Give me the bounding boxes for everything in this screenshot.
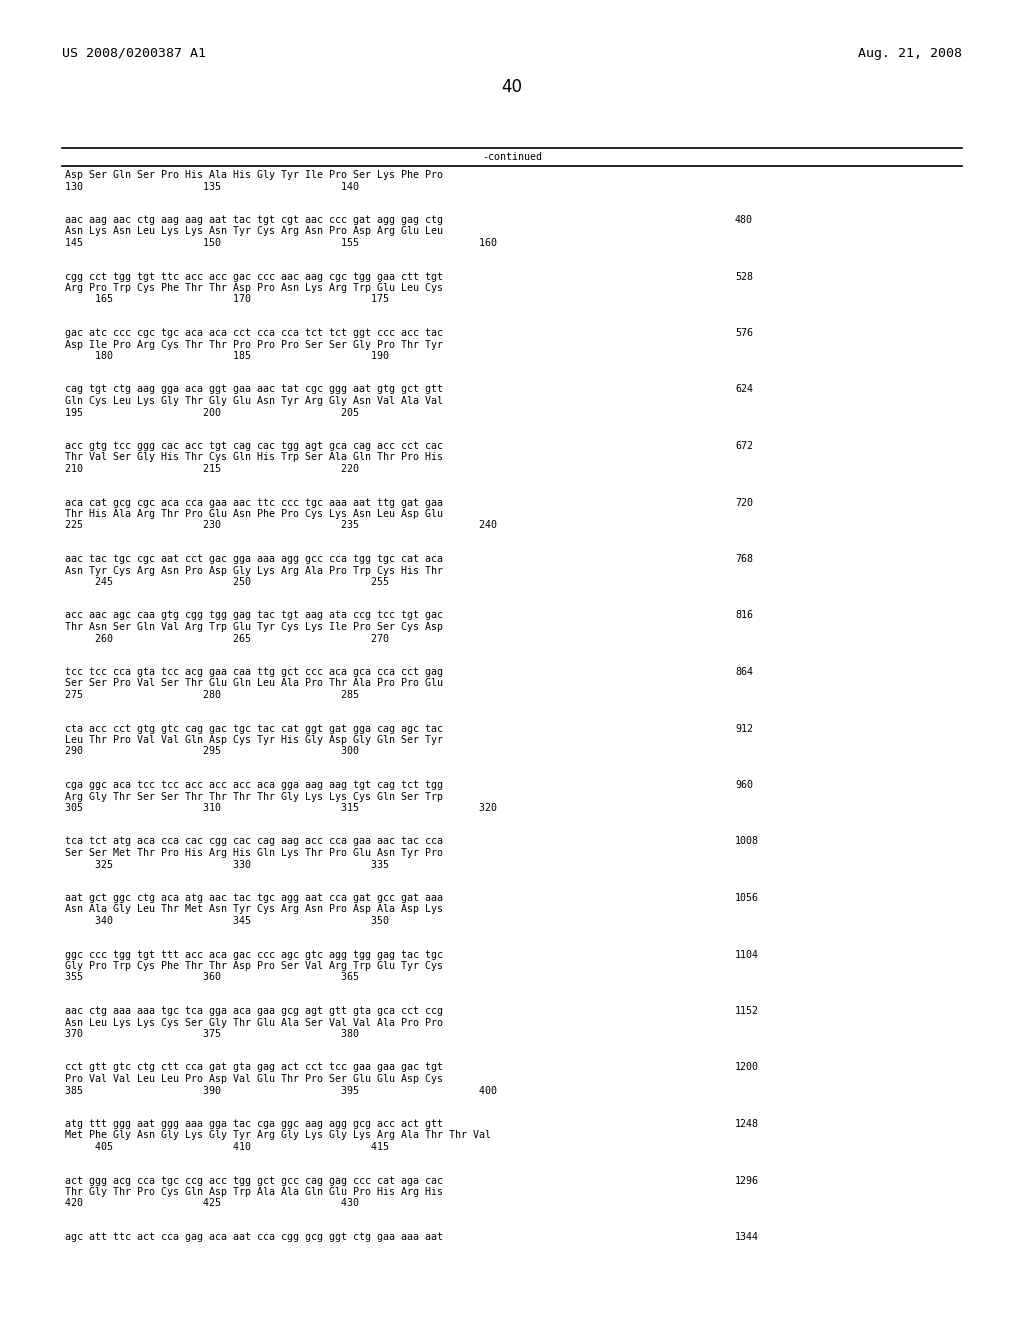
Text: 1344: 1344 (735, 1232, 759, 1242)
Text: Asn Ala Gly Leu Thr Met Asn Tyr Cys Arg Asn Pro Asp Ala Asp Lys: Asn Ala Gly Leu Thr Met Asn Tyr Cys Arg … (65, 904, 443, 915)
Text: Asp Ser Gln Ser Pro His Ala His Gly Tyr Ile Pro Ser Lys Phe Pro: Asp Ser Gln Ser Pro His Ala His Gly Tyr … (65, 170, 443, 180)
Text: aac ctg aaa aaa tgc tca gga aca gaa gcg agt gtt gta gca cct ccg: aac ctg aaa aaa tgc tca gga aca gaa gcg … (65, 1006, 443, 1016)
Text: tcc tcc cca gta tcc acg gaa caa ttg gct ccc aca gca cca cct gag: tcc tcc cca gta tcc acg gaa caa ttg gct … (65, 667, 443, 677)
Text: 40: 40 (502, 78, 522, 96)
Text: 912: 912 (735, 723, 753, 734)
Text: 960: 960 (735, 780, 753, 789)
Text: ggc ccc tgg tgt ttt acc aca gac ccc agc gtc agg tgg gag tac tgc: ggc ccc tgg tgt ttt acc aca gac ccc agc … (65, 949, 443, 960)
Text: Thr Gly Thr Pro Cys Gln Asp Trp Ala Ala Gln Glu Pro His Arg His: Thr Gly Thr Pro Cys Gln Asp Trp Ala Ala … (65, 1187, 443, 1197)
Text: aca cat gcg cgc aca cca gaa aac ttc ccc tgc aaa aat ttg gat gaa: aca cat gcg cgc aca cca gaa aac ttc ccc … (65, 498, 443, 507)
Text: 420                    425                    430: 420 425 430 (65, 1199, 359, 1209)
Text: 195                    200                    205: 195 200 205 (65, 408, 359, 417)
Text: 340                    345                    350: 340 345 350 (65, 916, 389, 927)
Text: aac tac tgc cgc aat cct gac gga aaa agg gcc cca tgg tgc cat aca: aac tac tgc cgc aat cct gac gga aaa agg … (65, 554, 443, 564)
Text: acc gtg tcc ggg cac acc tgt cag cac tgg agt gca cag acc cct cac: acc gtg tcc ggg cac acc tgt cag cac tgg … (65, 441, 443, 451)
Text: Gly Pro Trp Cys Phe Thr Thr Asp Pro Ser Val Arg Trp Glu Tyr Cys: Gly Pro Trp Cys Phe Thr Thr Asp Pro Ser … (65, 961, 443, 972)
Text: Leu Thr Pro Val Val Gln Asp Cys Tyr His Gly Asp Gly Gln Ser Tyr: Leu Thr Pro Val Val Gln Asp Cys Tyr His … (65, 735, 443, 744)
Text: Asn Leu Lys Lys Cys Ser Gly Thr Glu Ala Ser Val Val Ala Pro Pro: Asn Leu Lys Lys Cys Ser Gly Thr Glu Ala … (65, 1018, 443, 1027)
Text: 245                    250                    255: 245 250 255 (65, 577, 389, 587)
Text: 1248: 1248 (735, 1119, 759, 1129)
Text: 576: 576 (735, 327, 753, 338)
Text: 305                    310                    315                    320: 305 310 315 320 (65, 803, 497, 813)
Text: 864: 864 (735, 667, 753, 677)
Text: -continued: -continued (482, 152, 542, 162)
Text: cta acc cct gtg gtc cag gac tgc tac cat ggt gat gga cag agc tac: cta acc cct gtg gtc cag gac tgc tac cat … (65, 723, 443, 734)
Text: Ser Ser Pro Val Ser Thr Glu Gln Leu Ala Pro Thr Ala Pro Pro Glu: Ser Ser Pro Val Ser Thr Glu Gln Leu Ala … (65, 678, 443, 689)
Text: 355                    360                    365: 355 360 365 (65, 973, 359, 982)
Text: aac aag aac ctg aag aag aat tac tgt cgt aac ccc gat agg gag ctg: aac aag aac ctg aag aag aat tac tgt cgt … (65, 215, 443, 224)
Text: Arg Gly Thr Ser Ser Thr Thr Thr Thr Gly Lys Lys Cys Gln Ser Trp: Arg Gly Thr Ser Ser Thr Thr Thr Thr Gly … (65, 792, 443, 801)
Text: acc aac agc caa gtg cgg tgg gag tac tgt aag ata ccg tcc tgt gac: acc aac agc caa gtg cgg tgg gag tac tgt … (65, 610, 443, 620)
Text: 385                    390                    395                    400: 385 390 395 400 (65, 1085, 497, 1096)
Text: Asn Lys Asn Leu Lys Lys Asn Tyr Cys Arg Asn Pro Asp Arg Glu Leu: Asn Lys Asn Leu Lys Lys Asn Tyr Cys Arg … (65, 227, 443, 236)
Text: 1200: 1200 (735, 1063, 759, 1072)
Text: 1056: 1056 (735, 894, 759, 903)
Text: 1008: 1008 (735, 837, 759, 846)
Text: gac atc ccc cgc tgc aca aca cct cca cca tct tct ggt ccc acc tac: gac atc ccc cgc tgc aca aca cct cca cca … (65, 327, 443, 338)
Text: 165                    170                    175: 165 170 175 (65, 294, 389, 305)
Text: cag tgt ctg aag gga aca ggt gaa aac tat cgc ggg aat gtg gct gtt: cag tgt ctg aag gga aca ggt gaa aac tat … (65, 384, 443, 395)
Text: 480: 480 (735, 215, 753, 224)
Text: Met Phe Gly Asn Gly Lys Gly Tyr Arg Gly Lys Gly Lys Arg Ala Thr Thr Val: Met Phe Gly Asn Gly Lys Gly Tyr Arg Gly … (65, 1130, 490, 1140)
Text: Asp Ile Pro Arg Cys Thr Thr Pro Pro Pro Ser Ser Gly Pro Thr Tyr: Asp Ile Pro Arg Cys Thr Thr Pro Pro Pro … (65, 339, 443, 350)
Text: agc att ttc act cca gag aca aat cca cgg gcg ggt ctg gaa aaa aat: agc att ttc act cca gag aca aat cca cgg … (65, 1232, 443, 1242)
Text: cgg cct tgg tgt ttc acc acc gac ccc aac aag cgc tgg gaa ctt tgt: cgg cct tgg tgt ttc acc acc gac ccc aac … (65, 272, 443, 281)
Text: Pro Val Val Leu Leu Pro Asp Val Glu Thr Pro Ser Glu Glu Asp Cys: Pro Val Val Leu Leu Pro Asp Val Glu Thr … (65, 1074, 443, 1084)
Text: 210                    215                    220: 210 215 220 (65, 465, 359, 474)
Text: 528: 528 (735, 272, 753, 281)
Text: 1104: 1104 (735, 949, 759, 960)
Text: 275                    280                    285: 275 280 285 (65, 690, 359, 700)
Text: cga ggc aca tcc tcc acc acc acc aca gga aag aag tgt cag tct tgg: cga ggc aca tcc tcc acc acc acc aca gga … (65, 780, 443, 789)
Text: 130                    135                    140: 130 135 140 (65, 181, 359, 191)
Text: Aug. 21, 2008: Aug. 21, 2008 (858, 48, 962, 59)
Text: 672: 672 (735, 441, 753, 451)
Text: 325                    330                    335: 325 330 335 (65, 859, 389, 870)
Text: 1152: 1152 (735, 1006, 759, 1016)
Text: Thr Asn Ser Gln Val Arg Trp Glu Tyr Cys Lys Ile Pro Ser Cys Asp: Thr Asn Ser Gln Val Arg Trp Glu Tyr Cys … (65, 622, 443, 632)
Text: 180                    185                    190: 180 185 190 (65, 351, 389, 360)
Text: Arg Pro Trp Cys Phe Thr Thr Asp Pro Asn Lys Arg Trp Glu Leu Cys: Arg Pro Trp Cys Phe Thr Thr Asp Pro Asn … (65, 282, 443, 293)
Text: 145                    150                    155                    160: 145 150 155 160 (65, 238, 497, 248)
Text: Thr Val Ser Gly His Thr Cys Gln His Trp Ser Ala Gln Thr Pro His: Thr Val Ser Gly His Thr Cys Gln His Trp … (65, 453, 443, 462)
Text: 768: 768 (735, 554, 753, 564)
Text: Asn Tyr Cys Arg Asn Pro Asp Gly Lys Arg Ala Pro Trp Cys His Thr: Asn Tyr Cys Arg Asn Pro Asp Gly Lys Arg … (65, 565, 443, 576)
Text: 405                    410                    415: 405 410 415 (65, 1142, 389, 1152)
Text: Ser Ser Met Thr Pro His Arg His Gln Lys Thr Pro Glu Asn Tyr Pro: Ser Ser Met Thr Pro His Arg His Gln Lys … (65, 847, 443, 858)
Text: cct gtt gtc ctg ctt cca gat gta gag act cct tcc gaa gaa gac tgt: cct gtt gtc ctg ctt cca gat gta gag act … (65, 1063, 443, 1072)
Text: 260                    265                    270: 260 265 270 (65, 634, 389, 644)
Text: 370                    375                    380: 370 375 380 (65, 1030, 359, 1039)
Text: 816: 816 (735, 610, 753, 620)
Text: US 2008/0200387 A1: US 2008/0200387 A1 (62, 48, 206, 59)
Text: 624: 624 (735, 384, 753, 395)
Text: 225                    230                    235                    240: 225 230 235 240 (65, 520, 497, 531)
Text: 720: 720 (735, 498, 753, 507)
Text: 1296: 1296 (735, 1176, 759, 1185)
Text: atg ttt ggg aat ggg aaa gga tac cga ggc aag agg gcg acc act gtt: atg ttt ggg aat ggg aaa gga tac cga ggc … (65, 1119, 443, 1129)
Text: 290                    295                    300: 290 295 300 (65, 747, 359, 756)
Text: tca tct atg aca cca cac cgg cac cag aag acc cca gaa aac tac cca: tca tct atg aca cca cac cgg cac cag aag … (65, 837, 443, 846)
Text: aat gct ggc ctg aca atg aac tac tgc agg aat cca gat gcc gat aaa: aat gct ggc ctg aca atg aac tac tgc agg … (65, 894, 443, 903)
Text: act ggg acg cca tgc ccg acc tgg gct gcc cag gag ccc cat aga cac: act ggg acg cca tgc ccg acc tgg gct gcc … (65, 1176, 443, 1185)
Text: Thr His Ala Arg Thr Pro Glu Asn Phe Pro Cys Lys Asn Leu Asp Glu: Thr His Ala Arg Thr Pro Glu Asn Phe Pro … (65, 510, 443, 519)
Text: Gln Cys Leu Lys Gly Thr Gly Glu Asn Tyr Arg Gly Asn Val Ala Val: Gln Cys Leu Lys Gly Thr Gly Glu Asn Tyr … (65, 396, 443, 407)
